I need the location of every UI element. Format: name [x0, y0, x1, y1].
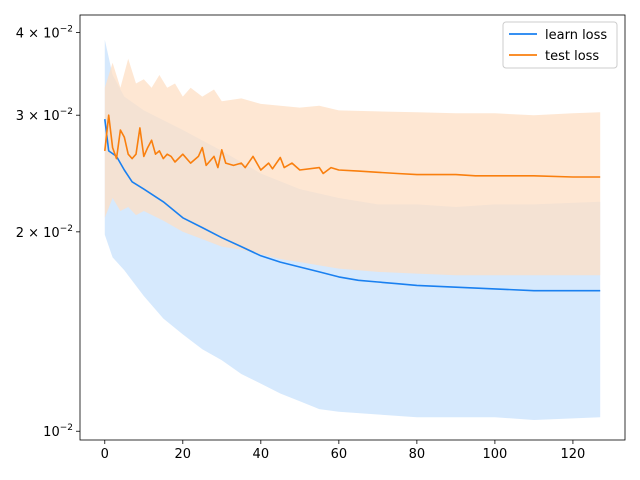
legend: learn loss test loss	[502, 21, 618, 69]
y-tick-label: 4 × 10−2	[16, 24, 73, 41]
plot-area-frame	[79, 14, 626, 441]
x-tick-label: 40	[253, 447, 270, 462]
y-tick-label: 2 × 10−2	[16, 224, 73, 241]
y-axis: 10−2 2 × 10−2 3 × 10−2 4 × 10−2	[16, 24, 80, 440]
x-tick-label: 80	[409, 447, 426, 462]
x-axis: 0 20 40 60 80 100 120	[101, 440, 586, 462]
legend-label-0: learn loss	[545, 28, 607, 43]
x-tick-label: 20	[175, 447, 192, 462]
line-series-1	[104, 114, 601, 178]
line-series-0	[104, 119, 601, 292]
x-tick-label: 60	[331, 447, 348, 462]
series-lines	[104, 114, 601, 292]
x-tick-label: 0	[101, 447, 109, 462]
x-tick-label: 120	[561, 447, 586, 462]
x-tick-label: 100	[482, 447, 507, 462]
y-tick-label: 10−2	[43, 423, 73, 440]
band-series-1	[104, 58, 601, 276]
confidence-bands	[104, 39, 601, 420]
legend-label-1: test loss	[545, 49, 599, 64]
y-tick-label: 3 × 10−2	[16, 107, 73, 124]
